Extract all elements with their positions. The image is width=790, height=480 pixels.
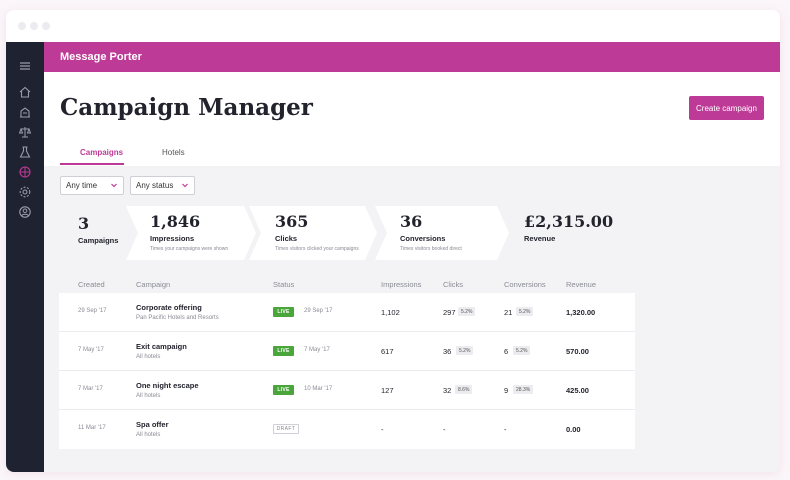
impressions-arrow-shape xyxy=(126,206,256,260)
revenue-value: 0.00 xyxy=(566,425,581,434)
created-date: 29 Sep '17 xyxy=(78,308,107,314)
menu-icon[interactable] xyxy=(17,58,33,74)
time-filter-select[interactable]: Any time xyxy=(60,176,124,195)
conversion-rate-badge: 28.3% xyxy=(513,385,534,394)
column-header-revenue[interactable]: Revenue xyxy=(566,280,597,289)
target-icon[interactable] xyxy=(17,164,33,180)
tab-hotels[interactable]: Hotels xyxy=(162,148,185,157)
sidebar xyxy=(6,42,44,472)
app-window: Message Porter Campaign Manager Create c… xyxy=(6,10,780,472)
column-header-impressions[interactable]: Impressions xyxy=(381,280,422,289)
home-icon[interactable] xyxy=(17,84,33,100)
status-filter-select[interactable]: Any status xyxy=(130,176,195,195)
main-content: Any time Any status 3 Campaigns 1,846 Im… xyxy=(44,166,780,472)
created-date: 7 Mar '17 xyxy=(78,386,103,392)
table-row[interactable]: 29 Sep '17 Corporate offering Pan Pacifi… xyxy=(59,293,635,332)
active-tab-indicator xyxy=(60,163,124,165)
conversions-value: 6 xyxy=(504,347,509,356)
revenue-value: 1,320.00 xyxy=(566,308,596,317)
status-badge: DRAFT xyxy=(273,424,299,434)
campaign-hotels: All hotels xyxy=(136,432,161,438)
clicks-rate-badge: 8.6% xyxy=(455,385,473,394)
scales-icon[interactable] xyxy=(17,124,33,140)
column-header-created[interactable]: Created xyxy=(78,280,105,289)
created-date: 7 May '17 xyxy=(78,347,104,353)
clicks-rate-badge: 5.2% xyxy=(458,307,476,316)
status-date: 7 May '17 xyxy=(304,347,330,353)
campaign-name[interactable]: One night escape xyxy=(136,381,199,390)
column-header-campaign[interactable]: Campaign xyxy=(136,280,171,289)
flask-icon[interactable] xyxy=(17,144,33,160)
status-filter-value: Any status xyxy=(136,181,174,190)
status-badge: LIVE xyxy=(273,307,294,317)
revenue-label: Revenue xyxy=(524,234,556,243)
impressions-description: Times your campaigns were shown xyxy=(150,246,229,252)
summary-strip: 3 Campaigns 1,846 Impressions Times your… xyxy=(44,206,780,262)
clicks-rate-badge: 5.2% xyxy=(456,346,474,355)
revenue-value: 425.00 xyxy=(566,386,589,395)
campaigns-label: Campaigns xyxy=(78,236,119,245)
clicks-description: Times visitors clicked your campaigns xyxy=(275,246,359,252)
conversions-value: 21 xyxy=(504,308,513,317)
campaign-hotels: All hotels xyxy=(136,393,161,399)
campaigns-count: 3 xyxy=(78,214,90,233)
app-bar: Message Porter xyxy=(44,42,780,72)
conversions-value: - xyxy=(504,425,507,434)
conversion-rate-badge: 5.2% xyxy=(513,346,531,355)
table-row[interactable]: 11 Mar '17 Spa offer All hotels DRAFT - … xyxy=(59,410,635,449)
time-filter-value: Any time xyxy=(66,181,98,190)
created-date: 11 Mar '17 xyxy=(78,425,106,431)
create-campaign-button[interactable]: Create campaign xyxy=(689,96,764,120)
conversion-rate-badge: 5.2% xyxy=(516,307,534,316)
clicks-value: 36 xyxy=(443,347,452,356)
column-header-conversions[interactable]: Conversions xyxy=(504,280,546,289)
status-badge: LIVE xyxy=(273,346,294,356)
clicks-value: 32 xyxy=(443,386,452,395)
campaign-table: 29 Sep '17 Corporate offering Pan Pacifi… xyxy=(59,293,635,449)
window-maximize-dot[interactable] xyxy=(42,22,50,30)
campaign-name[interactable]: Exit campaign xyxy=(136,342,187,351)
clicks-arrow-shape xyxy=(249,206,377,260)
table-row[interactable]: 7 May '17 Exit campaign All hotels LIVE … xyxy=(59,332,635,371)
clicks-label: Clicks xyxy=(275,234,298,243)
conversions-count: 36 xyxy=(400,212,423,231)
campaign-name[interactable]: Spa offer xyxy=(136,420,169,429)
conversions-label: Conversions xyxy=(400,234,446,243)
clicks-value: 297 xyxy=(443,308,456,317)
chevron-down-icon xyxy=(111,183,117,188)
impressions-count: 1,846 xyxy=(150,212,201,231)
campaign-hotels: All hotels xyxy=(136,354,161,360)
clicks-value: - xyxy=(443,425,446,434)
clicks-count: 365 xyxy=(275,212,309,231)
conversions-description: Times visitors booked direct xyxy=(400,246,462,252)
building-icon[interactable] xyxy=(17,104,33,120)
campaign-hotels: Pan Pacific Hotels and Resorts xyxy=(136,315,219,321)
app-title: Message Porter xyxy=(60,51,142,63)
window-close-dot[interactable] xyxy=(18,22,26,30)
column-header-status[interactable]: Status xyxy=(273,280,295,289)
window-minimize-dot[interactable] xyxy=(30,22,38,30)
impressions-value: 127 xyxy=(381,386,394,395)
window-titlebar xyxy=(6,10,780,42)
revenue-total: £2,315.00 xyxy=(524,212,614,231)
table-row[interactable]: 7 Mar '17 One night escape All hotels LI… xyxy=(59,371,635,410)
conversions-value: 9 xyxy=(504,386,509,395)
conversions-arrow-shape xyxy=(375,206,509,260)
column-header-clicks[interactable]: Clicks xyxy=(443,280,463,289)
gear-icon[interactable] xyxy=(17,184,33,200)
user-icon[interactable] xyxy=(17,204,33,220)
status-date: 10 Mar '17 xyxy=(304,386,333,392)
page-header: Campaign Manager Create campaign Campaig… xyxy=(44,72,780,166)
revenue-value: 570.00 xyxy=(566,347,589,356)
status-badge: LIVE xyxy=(273,385,294,395)
impressions-value: 1,102 xyxy=(381,308,400,317)
impressions-value: 617 xyxy=(381,347,394,356)
tab-campaigns[interactable]: Campaigns xyxy=(80,148,124,157)
chevron-down-icon xyxy=(182,183,188,188)
impressions-label: Impressions xyxy=(150,234,195,243)
page-title: Campaign Manager xyxy=(60,94,313,121)
campaign-name[interactable]: Corporate offering xyxy=(136,303,202,312)
status-date: 29 Sep '17 xyxy=(304,308,333,314)
impressions-value: - xyxy=(381,425,384,434)
